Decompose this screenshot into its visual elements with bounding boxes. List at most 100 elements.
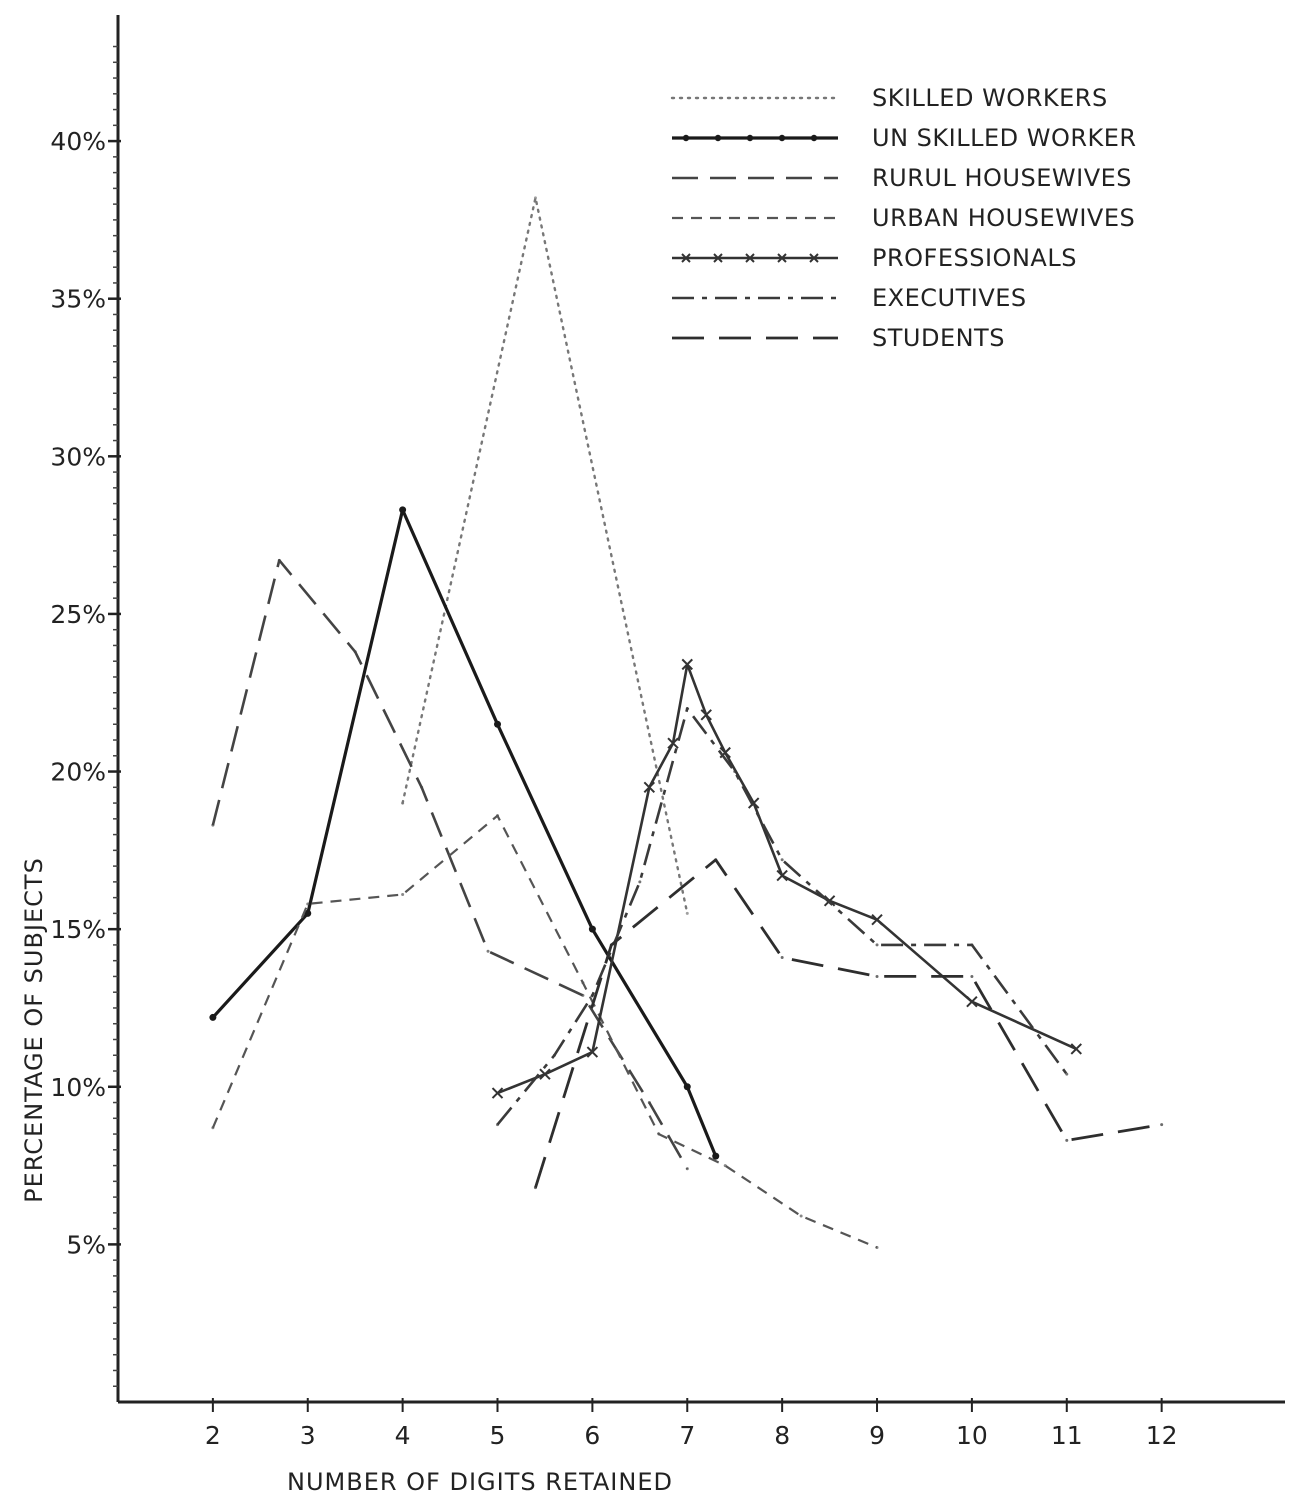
ticks: 5% 10% 15% 20% 25% 30% 35% 40% 2 3 4 5 6 7 8 9 10 11 12 — [50, 45, 1178, 1450]
series-line — [211, 559, 689, 1170]
y-tick-label: 20% — [50, 758, 106, 787]
data-point — [581, 993, 585, 997]
data-point — [657, 1132, 661, 1136]
legend-marker — [745, 253, 755, 263]
data-point — [609, 943, 613, 947]
data-point — [211, 1126, 215, 1130]
data-point — [1065, 1138, 1069, 1142]
data-point-marker — [399, 506, 407, 514]
series-1 — [401, 196, 689, 915]
data-point — [1065, 1072, 1069, 1076]
data-point — [277, 558, 281, 562]
x-tick-label: 11 — [1051, 1421, 1083, 1450]
y-tick-label: 35% — [50, 285, 106, 314]
x-tick-label: 10 — [956, 1421, 988, 1450]
data-point-marker — [491, 1087, 504, 1099]
y-tick-label: 40% — [50, 127, 106, 156]
legend-label: RURUL HOUSEWIVES — [872, 164, 1132, 192]
x-tick-label: 3 — [300, 1421, 316, 1450]
data-point-marker — [776, 869, 788, 882]
y-axis-title: PERCENTAGE OF SUBJECTS — [20, 857, 48, 1203]
legend-label: UN SKILLED WORKER — [872, 124, 1137, 152]
x-tick-label: 5 — [490, 1421, 506, 1450]
x-tick-label: 6 — [584, 1421, 600, 1450]
legend-marker — [713, 253, 723, 263]
legend-marker — [681, 253, 691, 263]
legend-label: PROFESSIONALS — [872, 244, 1077, 272]
legend-label: URBAN HOUSEWIVES — [872, 204, 1135, 232]
data-point — [496, 1123, 500, 1127]
data-point-marker — [304, 909, 312, 917]
data-point — [533, 1186, 537, 1190]
legend-marker — [682, 134, 690, 142]
y-tick-label: 25% — [50, 600, 106, 629]
legend-marker — [714, 134, 722, 142]
data-point — [401, 892, 405, 896]
data-point — [799, 1214, 803, 1218]
legend-marker — [777, 253, 787, 263]
data-point — [533, 196, 537, 200]
x-tick-label: 9 — [869, 1421, 885, 1450]
data-point — [970, 943, 974, 947]
series-line — [496, 707, 1068, 1126]
series-5 — [491, 658, 1082, 1099]
series-7 — [533, 858, 1164, 1190]
x-tick-label: 2 — [205, 1421, 221, 1450]
data-point-marker — [683, 1083, 691, 1091]
data-point-marker — [966, 995, 978, 1008]
data-point-marker — [712, 1152, 720, 1160]
data-point — [638, 880, 642, 884]
data-point — [581, 981, 585, 985]
data-point-marker — [588, 925, 596, 933]
data-point — [875, 1246, 879, 1250]
data-point-marker — [539, 1068, 551, 1080]
y-tick-label: 30% — [50, 442, 106, 471]
data-point — [780, 956, 784, 960]
data-point-marker — [209, 1013, 217, 1021]
x-tick-label: 7 — [679, 1421, 695, 1450]
data-point-marker — [871, 913, 883, 926]
data-point — [875, 943, 879, 947]
data-point — [420, 785, 424, 789]
series-3 — [211, 558, 689, 1171]
data-point-marker — [643, 781, 656, 794]
legend: SKILLED WORKERS UN SKILLED WORKER RURUL HO… — [670, 84, 1137, 352]
series-4 — [211, 814, 879, 1250]
legend-entry: URBAN HOUSEWIVES — [672, 204, 1135, 232]
data-point — [1160, 1123, 1164, 1127]
data-point-marker — [1070, 1043, 1082, 1055]
data-point — [306, 902, 310, 906]
series-2 — [209, 506, 720, 1160]
data-point-marker — [681, 658, 693, 671]
legend-marker — [746, 134, 754, 142]
data-point — [723, 1164, 727, 1168]
data-point — [647, 1101, 651, 1105]
legend-label: STUDENTS — [872, 324, 1005, 352]
data-point — [590, 993, 594, 997]
data-point — [875, 974, 879, 978]
data-point — [353, 650, 357, 654]
data-point — [780, 858, 784, 862]
data-point — [685, 911, 689, 915]
legend-entry: RURUL HOUSEWIVES — [672, 164, 1132, 192]
data-point — [486, 949, 490, 953]
legend-entry: UN SKILLED WORKER — [672, 124, 1137, 152]
data-point — [970, 974, 974, 978]
legend-label: SKILLED WORKERS — [872, 84, 1108, 112]
data-point-marker — [586, 1046, 599, 1058]
y-tick-label: 10% — [50, 1073, 106, 1102]
legend-marker — [810, 134, 818, 142]
data-point — [685, 1167, 689, 1171]
series-line — [497, 663, 1077, 1095]
data-point — [733, 770, 737, 774]
data-point-marker — [667, 737, 679, 749]
legend-marker — [778, 134, 786, 142]
data-point — [685, 707, 689, 710]
data-point — [211, 823, 215, 827]
legend-entry: EXECUTIVES — [672, 284, 1026, 312]
x-tick-label: 8 — [774, 1421, 790, 1450]
legend-entry: PROFESSIONALS — [672, 244, 1077, 272]
data-point — [401, 801, 405, 805]
